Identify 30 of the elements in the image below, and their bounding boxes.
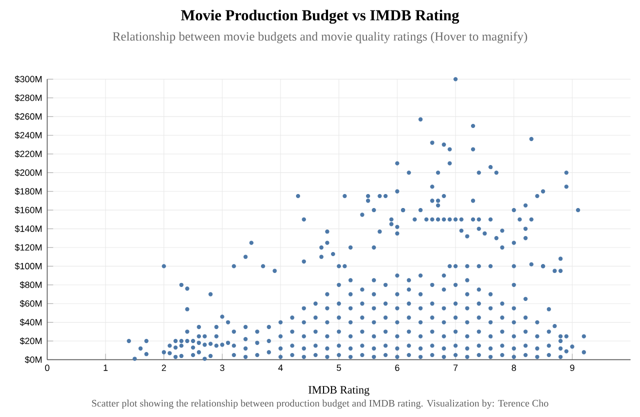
y-tick-label: $0M [24,356,42,364]
x-axis-title: IMDB Rating [308,386,370,396]
y-tick-label: $240M [14,132,42,140]
chart-subtitle: Relationship between movie budgets and movie quality ratings (Hover to magnify) [112,32,528,44]
y-tick-label: $280M [14,94,42,102]
y-tick-label: $200M [14,169,42,177]
y-tick-label: $80M [20,281,42,289]
y-tick-label: $260M [14,113,42,120]
x-tick-label: 0 [45,364,50,372]
y-tick-label: $160M [14,206,42,214]
x-tick-label: 1 [104,364,108,372]
x-tick-label: 6 [395,364,400,372]
x-tick-label: 7 [454,364,458,372]
x-tick-label: 5 [336,364,342,372]
text: Scatter plot showing the relationship between production budget and IMDB rating. Visualization by: Terence Cho [92,400,548,409]
x-tick-label: 2 [162,364,166,372]
y-tick-label: $120M [14,244,42,252]
y-tick-label: $300M [14,76,42,83]
x-tick-label: 3 [220,364,224,372]
y-tick-label: $60M [20,300,42,308]
y-tick-label: $180M [14,188,42,196]
y-tick-label: $100M [14,262,42,270]
x-tick-label: 8 [512,364,516,372]
y-tick-label: $140M [14,225,42,233]
y-tick-label: $40M [20,318,42,326]
x-tick-label: 9 [570,364,574,372]
chart-title: Movie Production Budget vs IMDB Rating [180,10,460,24]
y-tick-label: $220M [14,150,42,158]
y-tick-label: $20M [20,338,42,345]
x-tick-label: 4 [278,364,283,372]
